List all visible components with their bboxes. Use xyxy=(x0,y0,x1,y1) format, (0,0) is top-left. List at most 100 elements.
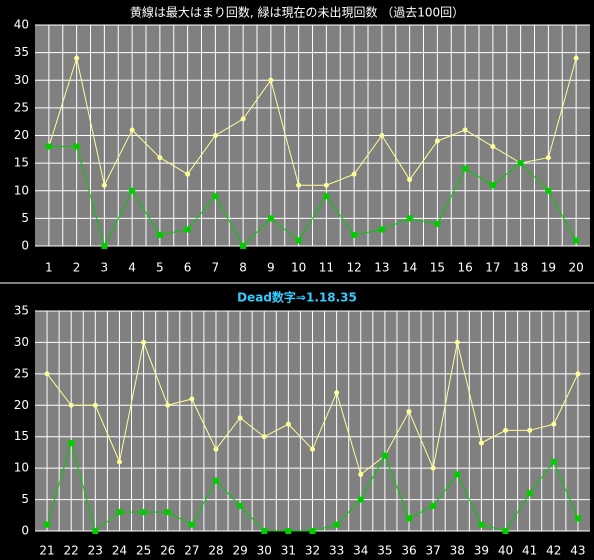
x-tick-label: 28 xyxy=(208,544,223,558)
point xyxy=(240,243,247,249)
y-tick-label: 0 xyxy=(21,524,29,538)
y-tick-label: 5 xyxy=(21,492,29,506)
chart-title: Dead数字⇒1.18.35 xyxy=(237,290,357,305)
point xyxy=(462,165,469,172)
point xyxy=(285,528,292,534)
x-tick-label: 40 xyxy=(498,544,513,558)
y-tick-label: 15 xyxy=(14,429,29,443)
x-tick-label: 19 xyxy=(541,261,556,275)
point xyxy=(189,396,195,402)
x-tick-label: 43 xyxy=(570,544,585,558)
x-tick-label: 36 xyxy=(401,544,416,558)
x-tick-label: 29 xyxy=(232,544,247,558)
x-tick-label: 15 xyxy=(430,261,445,275)
point xyxy=(575,371,581,377)
y-tick-label: 5 xyxy=(21,211,29,225)
point xyxy=(184,226,191,233)
point xyxy=(157,155,163,161)
point xyxy=(462,127,468,133)
point xyxy=(490,144,496,150)
point xyxy=(310,446,315,452)
point xyxy=(267,215,274,222)
x-tick-label: 2 xyxy=(73,261,81,275)
x-tick-label: 35 xyxy=(377,544,392,558)
point xyxy=(503,427,509,433)
x-tick-label: 12 xyxy=(346,261,361,275)
point xyxy=(517,160,524,167)
point xyxy=(285,421,291,427)
point xyxy=(351,231,358,238)
point xyxy=(454,339,460,345)
y-tick-label: 15 xyxy=(14,156,29,170)
point xyxy=(406,515,413,522)
y-tick-label: 30 xyxy=(14,73,29,87)
x-tick-label: 1 xyxy=(45,261,53,275)
point xyxy=(573,237,580,244)
point xyxy=(351,171,357,177)
point xyxy=(406,215,413,222)
point xyxy=(309,528,316,534)
point xyxy=(478,440,484,446)
point xyxy=(129,187,136,194)
point xyxy=(478,521,485,528)
y-tick-label: 35 xyxy=(14,304,29,318)
point xyxy=(101,243,108,249)
point xyxy=(92,528,99,534)
x-tick-label: 39 xyxy=(474,544,489,558)
x-tick-label: 42 xyxy=(546,544,561,558)
point xyxy=(527,427,533,433)
point xyxy=(334,390,340,396)
x-tick-label: 6 xyxy=(184,261,192,275)
point xyxy=(550,458,557,465)
point xyxy=(44,521,51,528)
point xyxy=(454,471,461,478)
y-tick-label: 20 xyxy=(14,398,29,412)
point xyxy=(526,490,533,497)
point xyxy=(430,502,437,509)
point xyxy=(323,193,330,200)
x-tick-label: 33 xyxy=(329,544,344,558)
y-tick-label: 10 xyxy=(14,461,29,475)
x-tick-label: 41 xyxy=(522,544,537,558)
point xyxy=(129,127,135,133)
x-tick-label: 14 xyxy=(402,261,417,275)
x-tick-label: 26 xyxy=(160,544,175,558)
x-tick-label: 17 xyxy=(485,261,500,275)
y-tick-label: 0 xyxy=(21,239,29,253)
point xyxy=(140,509,147,516)
point xyxy=(141,339,147,345)
point xyxy=(434,138,440,144)
point xyxy=(116,459,122,465)
point xyxy=(213,446,219,452)
x-tick-label: 7 xyxy=(212,261,220,275)
x-tick-label: 4 xyxy=(128,261,136,275)
point xyxy=(551,421,557,427)
point xyxy=(407,177,413,183)
point xyxy=(212,477,219,484)
point xyxy=(379,133,385,138)
point xyxy=(261,528,268,534)
point xyxy=(489,182,496,189)
x-tick-label: 27 xyxy=(184,544,199,558)
x-tick-label: 10 xyxy=(291,261,306,275)
x-tick-label: 34 xyxy=(353,544,368,558)
point xyxy=(434,220,441,227)
point xyxy=(268,77,274,83)
x-tick-label: 21 xyxy=(39,544,54,558)
x-tick-label: 16 xyxy=(457,261,472,275)
x-tick-label: 25 xyxy=(136,544,151,558)
point xyxy=(212,133,218,138)
point xyxy=(237,415,243,421)
point xyxy=(74,55,80,61)
x-tick-label: 11 xyxy=(319,261,334,275)
x-tick-label: 9 xyxy=(267,261,275,275)
x-tick-label: 5 xyxy=(156,261,164,275)
point xyxy=(381,452,388,459)
point xyxy=(165,402,171,408)
point xyxy=(545,187,552,194)
x-tick-label: 31 xyxy=(281,544,296,558)
point xyxy=(406,409,412,415)
point xyxy=(156,231,163,238)
x-tick-label: 30 xyxy=(257,544,272,558)
point xyxy=(261,434,267,440)
